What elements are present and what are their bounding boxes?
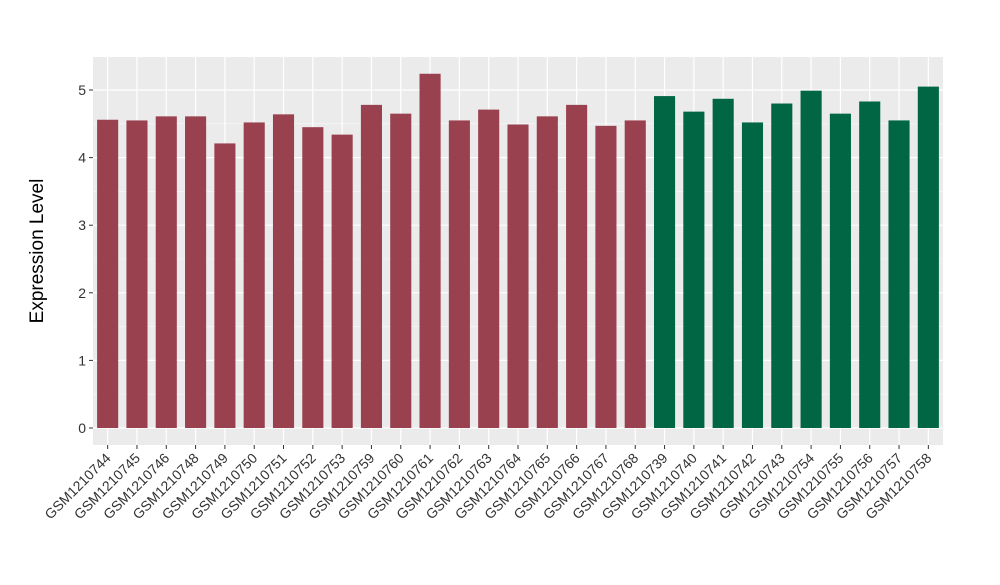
- bar-GSM1210744: [97, 119, 119, 428]
- bar-GSM1210742: [741, 122, 764, 428]
- bar-GSM1210750: [243, 122, 265, 428]
- y-axis: 0 1 2 3 4 5: [78, 82, 93, 436]
- bar-GSM1210764: [507, 124, 529, 428]
- y-tick-label: 1: [78, 352, 86, 368]
- bar-GSM1210751: [272, 114, 295, 428]
- y-tick-label: 3: [78, 217, 86, 233]
- bar-GSM1210766: [566, 104, 588, 428]
- y-tick-label: 0: [78, 420, 86, 436]
- bar-GSM1210767: [595, 125, 617, 428]
- bar-GSM1210765: [536, 116, 558, 428]
- bar-GSM1210753: [331, 134, 353, 428]
- bar-GSM1210752: [302, 127, 324, 429]
- bar-GSM1210740: [683, 111, 705, 428]
- bars: [97, 73, 939, 429]
- bar-GSM1210762: [448, 120, 470, 429]
- bar-GSM1210760: [390, 113, 412, 428]
- bar-GSM1210757: [888, 120, 910, 429]
- bar-GSM1210754: [800, 90, 822, 429]
- bar-GSM1210756: [859, 101, 881, 428]
- bar-GSM1210768: [624, 120, 646, 429]
- bar-GSM1210748: [185, 116, 207, 428]
- bar-GSM1210739: [654, 96, 676, 429]
- bar-GSM1210745: [126, 120, 148, 429]
- y-tick-label: 2: [78, 285, 86, 301]
- bar-GSM1210746: [155, 116, 177, 428]
- bar-GSM1210763: [478, 109, 500, 428]
- y-axis-label: Expression Level: [27, 179, 48, 324]
- y-tick-label: 4: [78, 150, 86, 166]
- bar-GSM1210755: [829, 113, 851, 428]
- bar-GSM1210743: [771, 103, 793, 429]
- bar-GSM1210741: [712, 98, 734, 429]
- y-tick-label: 5: [78, 82, 86, 98]
- bar-GSM1210761: [419, 73, 441, 428]
- bar-GSM1210759: [360, 104, 382, 428]
- bar-GSM1210749: [214, 143, 236, 429]
- bar-GSM1210758: [917, 86, 939, 429]
- x-axis: GSM1210744GSM1210745GSM1210746GSM1210748…: [41, 445, 935, 522]
